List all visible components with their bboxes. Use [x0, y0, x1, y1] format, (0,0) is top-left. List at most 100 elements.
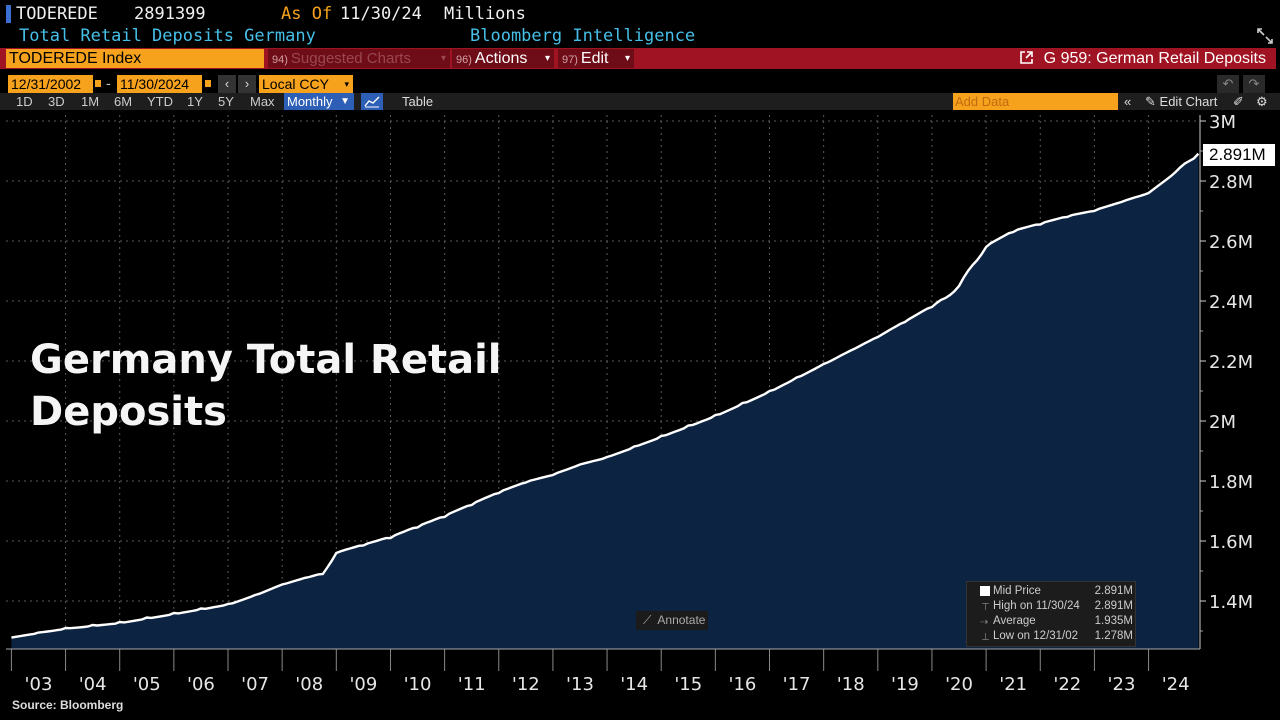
- x-tick-label: '10: [404, 674, 432, 695]
- x-tick-label: '17: [783, 674, 811, 695]
- description-row: Total Retail Deposits Germany Bloomberg …: [0, 25, 1280, 47]
- x-tick-label: '13: [566, 674, 594, 695]
- legend-label: Low on 12/31/02: [993, 630, 1079, 642]
- period-1y[interactable]: 1Y: [187, 94, 203, 109]
- forward-arrow-icon[interactable]: ›: [238, 75, 256, 93]
- series-line: [11, 152, 1200, 639]
- pencil-icon: ⟋: [643, 613, 652, 627]
- y-tick-label: 2.6M: [1209, 232, 1253, 253]
- legend-label: Mid Price: [993, 585, 1041, 597]
- y-tick-label: 1.8M: [1209, 472, 1253, 493]
- x-tick-label: '16: [729, 674, 757, 695]
- suggested-num: 94): [272, 54, 288, 66]
- calendar-icon[interactable]: [204, 79, 212, 88]
- redo-icon[interactable]: ↷: [1243, 75, 1265, 93]
- frequency-label: Monthly: [287, 94, 333, 109]
- x-tick-label: '21: [999, 674, 1027, 695]
- legend-swatch: [980, 586, 990, 596]
- ticker: TODEREDE: [16, 4, 98, 24]
- legend-row-low: ⊥ Low on 12/31/02 1.278M: [967, 630, 1137, 644]
- source-note: Source: Bloomberg: [12, 698, 124, 712]
- x-tick-label: '09: [349, 674, 377, 695]
- start-date-field[interactable]: 12/31/2002: [8, 75, 93, 93]
- x-tick-label: '18: [837, 674, 865, 695]
- title-line-2: Deposits: [30, 389, 227, 435]
- edit-chart-button[interactable]: ✎ Edit Chart: [1145, 94, 1217, 110]
- frequency-select[interactable]: Monthly ▼: [284, 93, 354, 110]
- legend-label: Average: [993, 615, 1036, 627]
- period-max[interactable]: Max: [250, 94, 275, 109]
- period-toolbar: 1D 3D 1M 6M YTD 1Y 5Y Max Monthly ▼ Tabl…: [0, 93, 1280, 110]
- period-5y[interactable]: 5Y: [218, 94, 234, 109]
- line-chart-icon[interactable]: [361, 93, 383, 110]
- x-tick-label: '22: [1053, 674, 1081, 695]
- last-value: 2891399: [134, 4, 206, 24]
- chevron-down-icon: ▾: [440, 53, 446, 64]
- legend-label: High on 11/30/24: [993, 600, 1080, 612]
- chart-name-label: G 959: German Retail Deposits: [1043, 50, 1266, 67]
- x-tick-label: '11: [458, 674, 486, 695]
- x-tick-label: '07: [241, 674, 269, 695]
- y-tick-label: 1.6M: [1209, 532, 1253, 553]
- period-1m[interactable]: 1M: [81, 94, 100, 109]
- legend-value: 2.891M: [1094, 585, 1133, 597]
- table-button[interactable]: Table: [402, 94, 434, 109]
- legend-value: 1.278M: [1094, 630, 1133, 642]
- area-fill: [11, 153, 1199, 649]
- source-provider: Bloomberg Intelligence: [470, 26, 696, 46]
- legend-value: 2.891M: [1094, 600, 1133, 612]
- annotate-button[interactable]: ⟋ Annotate: [636, 611, 708, 630]
- y-tick-label: 2.8M: [1209, 172, 1253, 193]
- currency-label: Local CCY: [262, 76, 329, 92]
- x-tick-label: '24: [1162, 674, 1190, 695]
- back-arrow-icon[interactable]: ‹: [218, 75, 236, 93]
- high-marker-icon: ⊤: [981, 602, 990, 613]
- x-tick-label: '19: [891, 674, 919, 695]
- pen-icon[interactable]: ✐: [1233, 94, 1244, 109]
- currency-select[interactable]: Local CCY ▾: [259, 75, 353, 93]
- actions-button[interactable]: 96) Actions ▾: [452, 49, 554, 68]
- as-of-label: As Of: [281, 4, 333, 24]
- suggested-label: Suggested Charts: [290, 50, 411, 67]
- x-tick-label: '15: [674, 674, 702, 695]
- legend-row-mid: Mid Price 2.891M: [967, 585, 1137, 599]
- x-tick-label: '20: [945, 674, 973, 695]
- chevron-down-icon: ▾: [344, 79, 349, 89]
- gear-icon[interactable]: ⚙: [1256, 94, 1268, 109]
- edit-chart-label: Edit Chart: [1159, 94, 1218, 109]
- as-of-date: 11/30/24: [340, 4, 422, 24]
- external-link-icon[interactable]: [1019, 50, 1034, 65]
- title-line-1: Germany Total Retail: [30, 337, 502, 383]
- end-date-field[interactable]: 11/30/2024: [117, 75, 202, 93]
- undo-icon[interactable]: ↶: [1217, 75, 1239, 93]
- legend: Mid Price 2.891M ⊤ High on 11/30/24 2.89…: [966, 581, 1136, 647]
- period-3d[interactable]: 3D: [48, 94, 65, 109]
- period-1d[interactable]: 1D: [16, 94, 33, 109]
- chart-name[interactable]: G 959: German Retail Deposits: [1019, 49, 1266, 68]
- last-value-tag: 2.891M: [1203, 144, 1275, 166]
- x-tick-label: '05: [133, 674, 161, 695]
- date-range-bar: 12/31/2002 - 11/30/2024 ‹ › Local CCY ▾ …: [0, 74, 1280, 94]
- y-tick-label: 2M: [1209, 412, 1236, 433]
- security-field[interactable]: TODEREDE Index: [6, 49, 264, 68]
- y-tick-label: 1.4M: [1209, 592, 1253, 613]
- chevron-down-icon: ▾: [624, 53, 630, 64]
- edit-num: 97): [562, 54, 578, 66]
- x-axis: '03 '04 '05 '06 '07 '08 '09 '10 '11 '12 '13 '14 '15 '…: [6, 648, 1200, 695]
- collapse-icon[interactable]: «: [1124, 94, 1132, 109]
- suggested-charts-button[interactable]: 94) Suggested Charts ▾: [268, 49, 450, 68]
- pencil-icon: ✎: [1145, 94, 1156, 109]
- add-data-input[interactable]: Add Data: [953, 93, 1118, 110]
- edit-button[interactable]: 97) Edit ▾: [558, 49, 634, 68]
- chart-overlay-title: Germany Total Retail Deposits: [30, 334, 630, 438]
- period-ytd[interactable]: YTD: [147, 94, 173, 109]
- low-marker-icon: ⊥: [981, 632, 990, 643]
- y-tick-label: 2.4M: [1209, 292, 1253, 313]
- expand-icon[interactable]: [1256, 27, 1274, 45]
- calendar-icon[interactable]: [94, 79, 102, 88]
- x-tick-label: '23: [1108, 674, 1136, 695]
- period-6m[interactable]: 6M: [114, 94, 133, 109]
- actions-num: 96): [456, 54, 472, 66]
- y-tick-label: 2.2M: [1209, 352, 1253, 373]
